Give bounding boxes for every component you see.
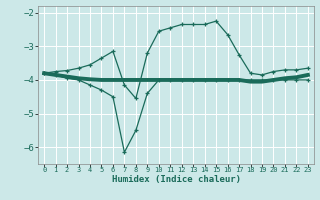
X-axis label: Humidex (Indice chaleur): Humidex (Indice chaleur): [111, 175, 241, 184]
